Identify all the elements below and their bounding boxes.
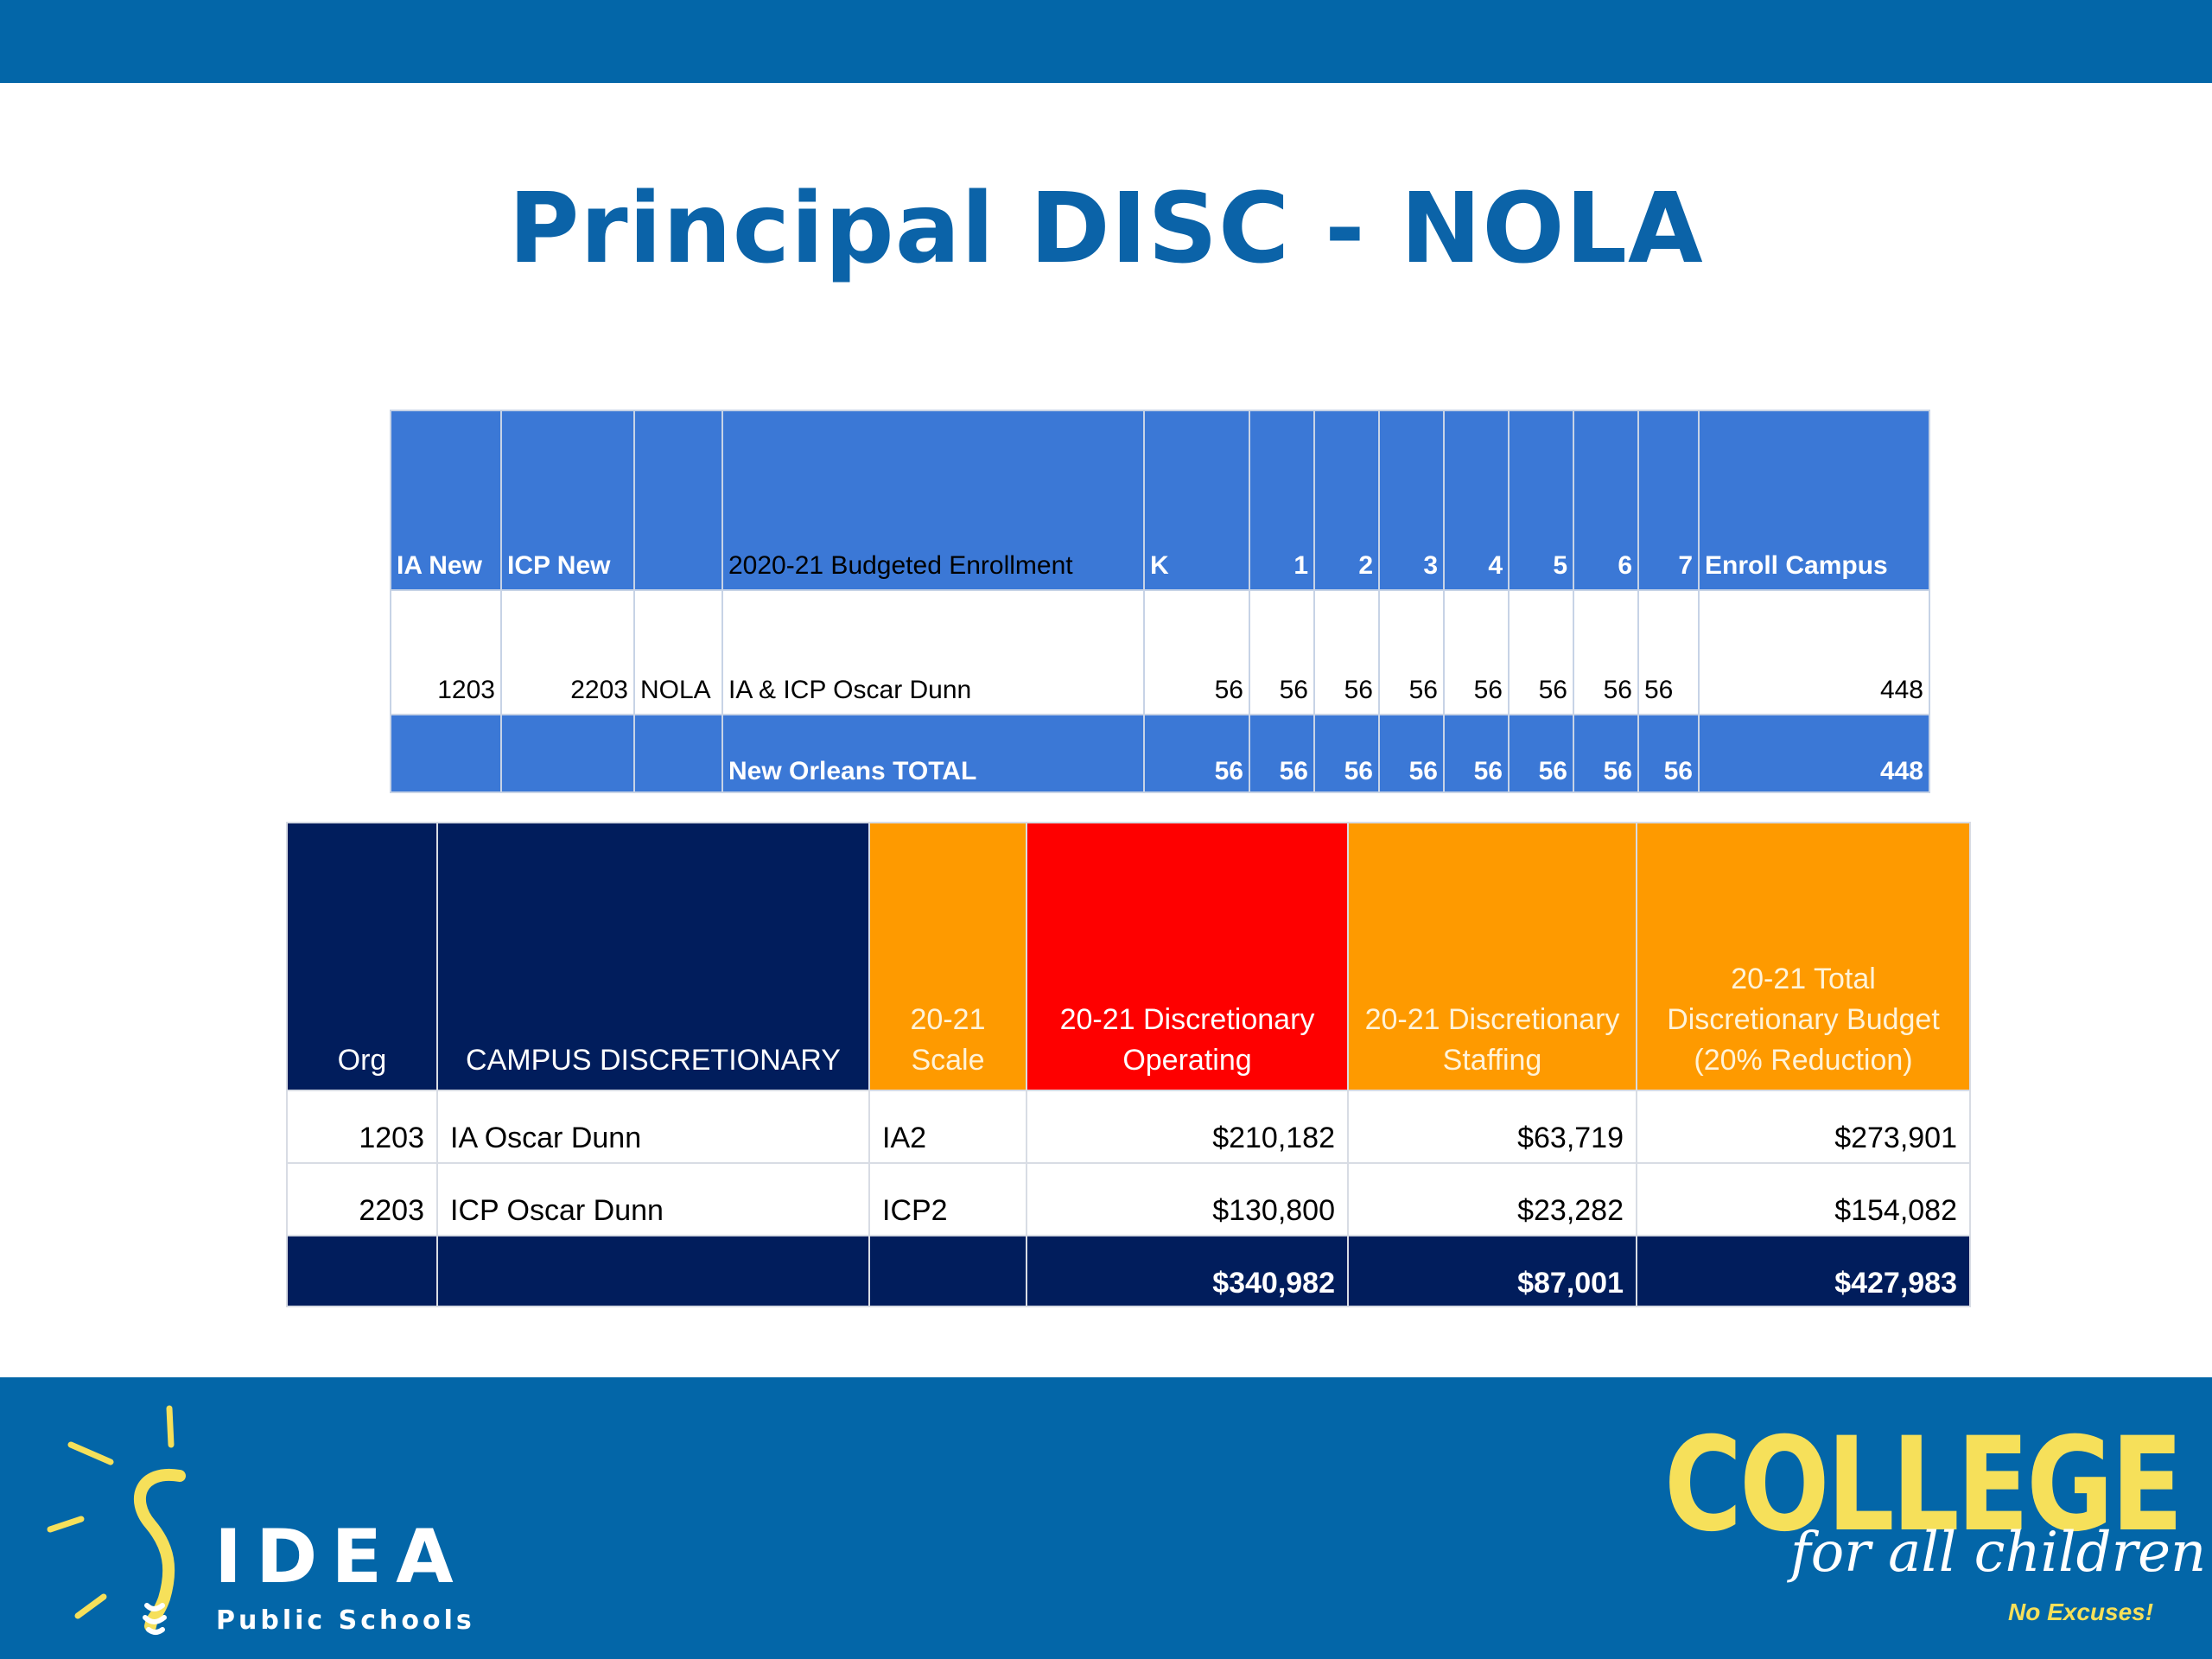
header-ia-new: IA New [390,410,502,591]
cell-org: 1203 [286,1090,438,1164]
header-grade-7: 7 [1637,410,1700,591]
total-grade-1: 56 [1249,714,1315,793]
footer-bar [0,1377,2212,1659]
cell-icp-new: 2203 [500,589,635,715]
cell-grade-6: 56 [1573,589,1639,715]
slide-title: Principal DISC - NOLA [508,173,1704,285]
discretionary-table: Org CAMPUS DISCRETIONARY 20-21 Scale 20-… [286,822,1971,1307]
total-org [286,1235,438,1307]
header-grade-3: 3 [1378,410,1445,591]
header-grade-6: 6 [1573,410,1639,591]
top-bar [0,0,2212,83]
public-schools-text: Public Schools [216,1605,475,1636]
header-org: Org [286,822,438,1091]
idea-lightbulb-logo-icon [47,1405,186,1635]
header-icp-new: ICP New [500,410,635,591]
header-enroll-campus: Enroll Campus [1698,410,1930,591]
header-budgeted-enrollment: 2020-21 Budgeted Enrollment [721,410,1145,591]
for-all-children-slogan: for all children [1790,1521,2207,1585]
cell-enroll-campus: 448 [1698,589,1930,715]
cell-ia-new: 1203 [390,589,502,715]
cell-org: 2203 [286,1162,438,1236]
discretionary-header-row: Org CAMPUS DISCRETIONARY 20-21 Scale 20-… [286,822,1971,1091]
cell-total-budget: $273,901 [1636,1090,1971,1164]
cell-campus: ICP Oscar Dunn [436,1162,870,1236]
cell-grade-7: 56 [1637,589,1700,715]
cell-staffing: $23,282 [1347,1162,1637,1236]
header-grade-2: 2 [1313,410,1380,591]
idea-logo-text: IDEA [214,1514,467,1600]
header-grade-1: 1 [1249,410,1315,591]
cell-campus-name: IA & ICP Oscar Dunn [721,589,1145,715]
enrollment-header-row: IA New ICP New 2020-21 Budgeted Enrollme… [390,410,1930,591]
enrollment-total-row: New Orleans TOTAL 56 56 56 56 56 56 56 5… [390,714,1930,793]
total-icp-new [500,714,635,793]
cell-grade-4: 56 [1443,589,1510,715]
header-campus-discretionary: CAMPUS DISCRETIONARY [436,822,870,1091]
header-total-discretionary-budget: 20-21 Total Discretionary Budget (20% Re… [1636,822,1971,1091]
cell-operating: $130,800 [1026,1162,1349,1236]
header-grade-k: K [1143,410,1250,591]
cell-region: NOLA [633,589,723,715]
header-region [633,410,723,591]
total-staffing: $87,001 [1347,1235,1637,1307]
no-excuses-tagline: No Excuses! [2008,1599,2154,1625]
cell-total-budget: $154,082 [1636,1162,1971,1236]
cell-grade-1: 56 [1249,589,1315,715]
total-enroll-campus: 448 [1698,714,1930,793]
cell-operating: $210,182 [1026,1090,1349,1164]
cell-grade-2: 56 [1313,589,1380,715]
total-budget: $427,983 [1636,1235,1971,1307]
cell-scale: IA2 [868,1090,1027,1164]
cell-campus: IA Oscar Dunn [436,1090,870,1164]
header-grade-4: 4 [1443,410,1510,591]
cell-grade-3: 56 [1378,589,1445,715]
cell-grade-5: 56 [1508,589,1574,715]
college-slogan: COLLEGE [1664,1410,2183,1560]
cell-staffing: $63,719 [1347,1090,1637,1164]
cell-scale: ICP2 [868,1162,1027,1236]
discretionary-total-row: $340,982 $87,001 $427,983 [286,1235,1971,1307]
header-discretionary-operating: 20-21 Discretionary Operating [1026,822,1349,1091]
table-row: 2203 ICP Oscar Dunn ICP2 $130,800 $23,28… [286,1162,1971,1236]
total-grade-2: 56 [1313,714,1380,793]
table-row: 1203 2203 NOLA IA & ICP Oscar Dunn 56 56… [390,589,1930,715]
total-label: New Orleans TOTAL [721,714,1145,793]
total-operating: $340,982 [1026,1235,1349,1307]
total-scale [868,1235,1027,1307]
total-campus [436,1235,870,1307]
total-grade-k: 56 [1143,714,1250,793]
total-ia-new [390,714,502,793]
header-scale: 20-21 Scale [868,822,1027,1091]
total-grade-6: 56 [1573,714,1639,793]
total-grade-4: 56 [1443,714,1510,793]
total-grade-3: 56 [1378,714,1445,793]
total-grade-7: 56 [1637,714,1700,793]
header-discretionary-staffing: 20-21 Discretionary Staffing [1347,822,1637,1091]
total-region [633,714,723,793]
cell-grade-k: 56 [1143,589,1250,715]
total-grade-5: 56 [1508,714,1574,793]
table-row: 1203 IA Oscar Dunn IA2 $210,182 $63,719 … [286,1090,1971,1164]
enrollment-table: IA New ICP New 2020-21 Budgeted Enrollme… [390,410,1930,793]
header-grade-5: 5 [1508,410,1574,591]
